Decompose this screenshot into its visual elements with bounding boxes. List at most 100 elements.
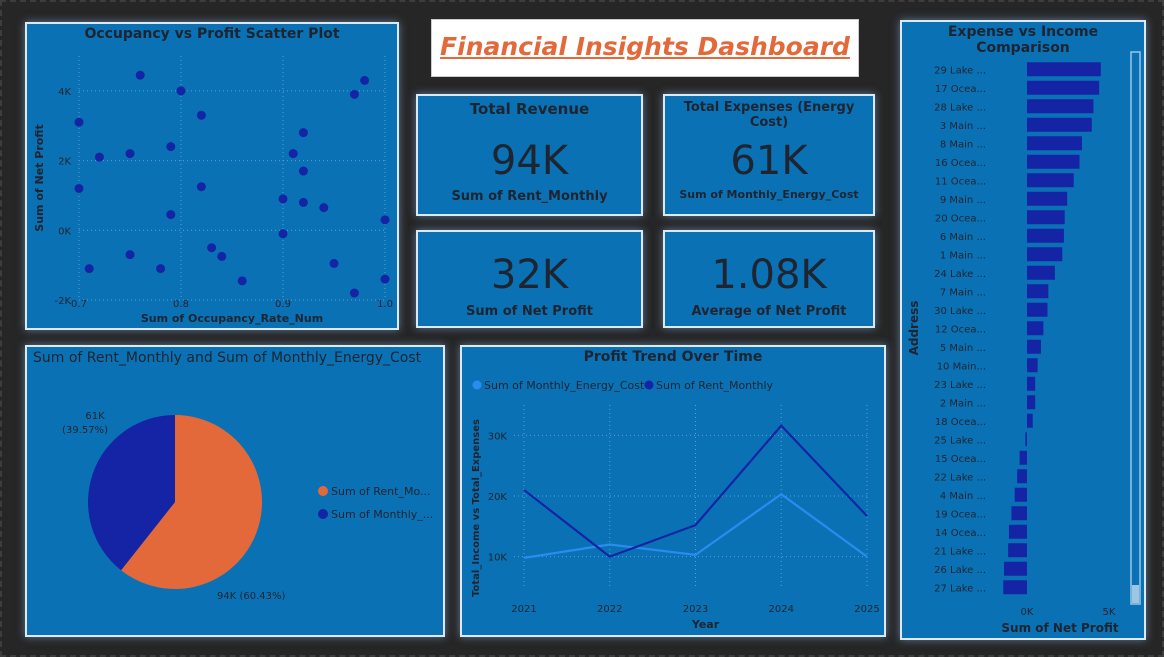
kpi-value: 94K bbox=[490, 138, 569, 184]
bar bbox=[1027, 395, 1036, 410]
kpi-title: Total Expenses (Energy Cost) bbox=[683, 100, 855, 130]
legend-label: Sum of Rent_Monthly bbox=[656, 379, 773, 392]
kpi-average-net-profit[interactable]: 1.08K Average of Net Profit bbox=[663, 230, 875, 328]
y-axis-label: Total_Income vs Total_Expenses bbox=[471, 419, 482, 597]
bar-category-label: 28 Lake ... bbox=[934, 102, 986, 113]
scatter-point bbox=[298, 197, 308, 207]
pie-title: Sum of Rent_Monthly and Sum of Monthly_E… bbox=[33, 350, 422, 366]
pie-data-label: 61K bbox=[85, 411, 105, 422]
x-tick-label: 2025 bbox=[854, 604, 879, 615]
bar-category-label: 3 Main ... bbox=[940, 121, 986, 132]
kpi-total-expenses[interactable]: Total Expenses (Energy Cost) 61K Sum of … bbox=[663, 94, 875, 216]
y-tick-label: 0K bbox=[58, 226, 71, 237]
scatter-point bbox=[329, 258, 339, 268]
pie-slice bbox=[121, 415, 262, 589]
bar-category-label: 26 Lake ... bbox=[934, 565, 986, 576]
kpi-total-revenue[interactable]: Total Revenue 94K Sum of Rent_Monthly bbox=[416, 94, 643, 216]
pie-data-label: (39.57%) bbox=[62, 425, 108, 436]
pie-chart[interactable]: 94K (60.43%) 61K (39.57%) Sum of Rent_Mo...… bbox=[27, 347, 443, 635]
line-panel[interactable]: Profit Trend Over Time 2021 2022 2023 2024 2… bbox=[460, 345, 886, 637]
bar-category-label: 8 Main ... bbox=[940, 139, 986, 150]
legend-label: Sum of Monthly_Energy_Cost bbox=[484, 379, 645, 392]
bar bbox=[1027, 265, 1055, 280]
scatter-point bbox=[176, 86, 186, 96]
bar bbox=[1011, 506, 1027, 521]
pie-slice bbox=[88, 415, 175, 571]
bar bbox=[1027, 154, 1080, 169]
bar-chart[interactable]: 29 Lake ... 17 Ocea... 28 Lake ... 3 Main .… bbox=[902, 22, 1144, 638]
kpi-label: Sum of Rent_Monthly bbox=[451, 189, 608, 204]
bar-category-label: 1 Main ... bbox=[940, 250, 986, 261]
scatter-point bbox=[319, 203, 329, 213]
x-tick-label: 1.0 bbox=[377, 299, 393, 310]
x-tick-label: 2024 bbox=[769, 604, 794, 615]
bar bbox=[1019, 450, 1027, 465]
bar-category-label: 25 Lake ... bbox=[934, 435, 986, 446]
bar bbox=[1027, 247, 1063, 262]
bar bbox=[1027, 210, 1065, 225]
y-tick-label: 4K bbox=[58, 87, 71, 98]
scatter-point bbox=[380, 215, 390, 225]
y-tick-label: -2K bbox=[54, 296, 71, 307]
bar-category-label: 14 Ocea... bbox=[935, 528, 986, 539]
scrollbar-thumb[interactable] bbox=[1132, 585, 1139, 603]
bar bbox=[1027, 173, 1074, 188]
bar bbox=[1027, 80, 1100, 95]
legend-marker bbox=[318, 509, 328, 519]
bar-category-label: 19 Ocea... bbox=[935, 509, 986, 520]
scatter-title: Occupancy vs Profit Scatter Plot bbox=[84, 26, 340, 42]
bar bbox=[1014, 487, 1027, 502]
kpi-net-profit[interactable]: 32K Sum of Net Profit bbox=[416, 230, 643, 328]
scatter-point bbox=[166, 142, 176, 152]
bar-category-label: 11 Ocea... bbox=[935, 176, 986, 187]
scatter-point bbox=[94, 152, 104, 162]
x-tick-label: 2021 bbox=[511, 604, 536, 615]
bar-panel[interactable]: Expense vs Income Comparison 29 Lake ...… bbox=[900, 20, 1146, 640]
dashboard-title-box: Financial Insights Dashboard bbox=[431, 19, 859, 77]
x-axis-label: Sum of Occupancy_Rate_Num bbox=[141, 312, 323, 325]
bar bbox=[1008, 524, 1027, 539]
scatter-point bbox=[74, 117, 84, 127]
dashboard-title: Financial Insights Dashboard bbox=[440, 32, 850, 61]
x-axis-label: Year bbox=[691, 618, 720, 631]
x-tick-label: 0.9 bbox=[275, 299, 291, 310]
scatter-point bbox=[298, 128, 308, 138]
bar-category-label: 20 Ocea... bbox=[935, 213, 986, 224]
bar-category-label: 4 Main ... bbox=[940, 491, 986, 502]
kpi-value: 1.08K bbox=[711, 252, 827, 298]
y-tick-label: 2K bbox=[58, 157, 71, 168]
scatter-point bbox=[196, 182, 206, 192]
bar bbox=[1027, 376, 1036, 391]
legend-label: Sum of Monthly_... bbox=[331, 508, 433, 521]
bar-category-label: 15 Ocea... bbox=[935, 454, 986, 465]
legend-label: Sum of Rent_Mo... bbox=[331, 485, 430, 498]
bar bbox=[1027, 228, 1064, 243]
pie-panel[interactable]: Sum of Rent_Monthly and Sum of Monthly_E… bbox=[25, 345, 445, 637]
scatter-point bbox=[237, 276, 247, 286]
scatter-panel[interactable]: Occupancy vs Profit Scatter Plot 0.7 0.8 0… bbox=[25, 22, 399, 330]
bar bbox=[1027, 302, 1048, 317]
scatter-point bbox=[135, 70, 145, 80]
bar-title: Expense vs Income Comparison bbox=[947, 24, 1099, 56]
bar bbox=[1027, 136, 1082, 151]
scatter-point bbox=[217, 251, 227, 261]
scrollbar-track[interactable] bbox=[1130, 51, 1141, 605]
bar bbox=[1027, 358, 1038, 373]
bar-category-label: 22 Lake ... bbox=[934, 472, 986, 483]
bar bbox=[1017, 469, 1027, 484]
kpi-title: Total Revenue bbox=[469, 100, 590, 118]
scatter-point bbox=[360, 75, 370, 85]
scatter-chart[interactable]: 0.7 0.8 0.9 1.0 -2K 0K 2K 4K Sum of Occupancy_Ra… bbox=[27, 24, 397, 328]
bar-category-label: 17 Ocea... bbox=[935, 84, 986, 95]
line-chart[interactable]: 2021 2022 2023 2024 2025 10K 20K 30K Sum of Mont… bbox=[462, 347, 884, 635]
bar bbox=[1027, 284, 1049, 299]
bar-category-label: 5 Main ... bbox=[940, 343, 986, 354]
bar-category-label: 18 Ocea... bbox=[935, 417, 986, 428]
scatter-point bbox=[84, 264, 94, 274]
kpi-value: 61K bbox=[730, 138, 808, 184]
bar bbox=[1027, 99, 1094, 114]
kpi-label: Sum of Net Profit bbox=[466, 304, 593, 319]
scatter-point bbox=[207, 243, 217, 253]
y-tick-label: 20K bbox=[488, 492, 508, 503]
